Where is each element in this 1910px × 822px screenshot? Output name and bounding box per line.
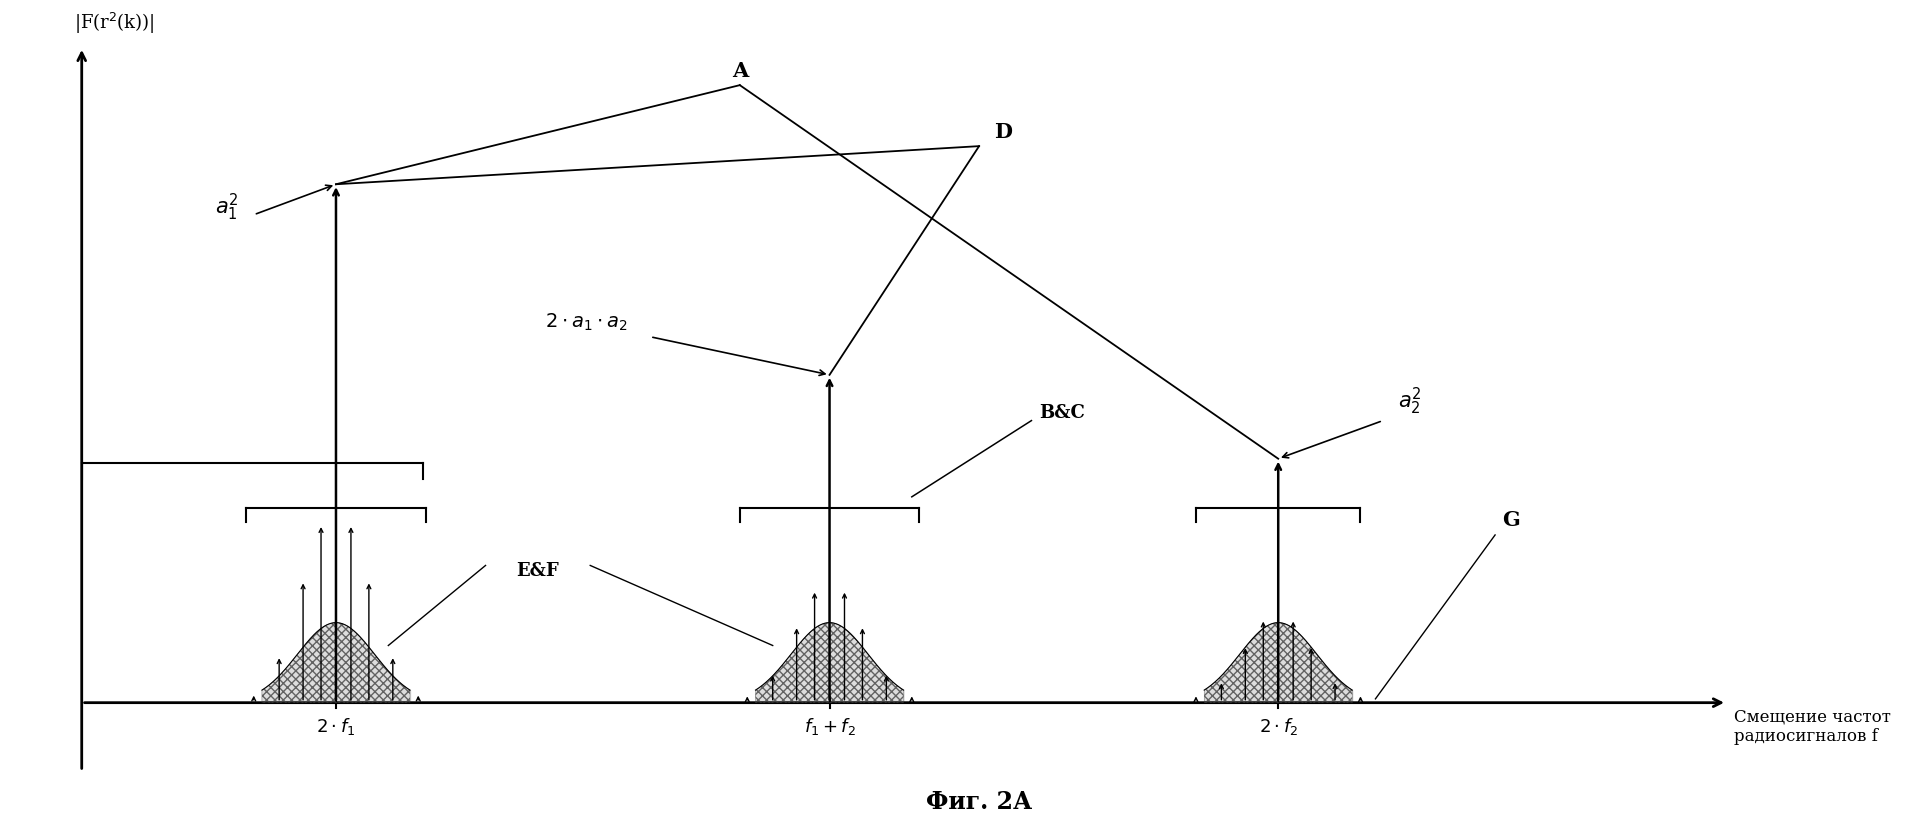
Text: A: A [732,62,749,81]
Text: $2 \cdot f_2$: $2 \cdot f_2$ [1259,717,1299,737]
Text: D: D [993,122,1012,142]
Text: |F(r$^2$(k))|: |F(r$^2$(k))| [74,11,155,35]
Text: Фиг. 2А: Фиг. 2А [926,790,1031,815]
Text: $f_1+f_2$: $f_1+f_2$ [804,717,856,737]
Text: Смещение частот
радиосигналов f: Смещение частот радиосигналов f [1734,709,1891,746]
Text: $2 \cdot f_1$: $2 \cdot f_1$ [317,717,355,737]
Text: $a_2^2$: $a_2^2$ [1398,386,1421,417]
Text: E&F: E&F [516,561,560,580]
Text: G: G [1503,510,1520,529]
Text: $2 \cdot a_1 \cdot a_2$: $2 \cdot a_1 \cdot a_2$ [544,312,628,333]
Text: $a_1^2$: $a_1^2$ [216,192,239,223]
Text: B&C: B&C [1039,404,1085,422]
